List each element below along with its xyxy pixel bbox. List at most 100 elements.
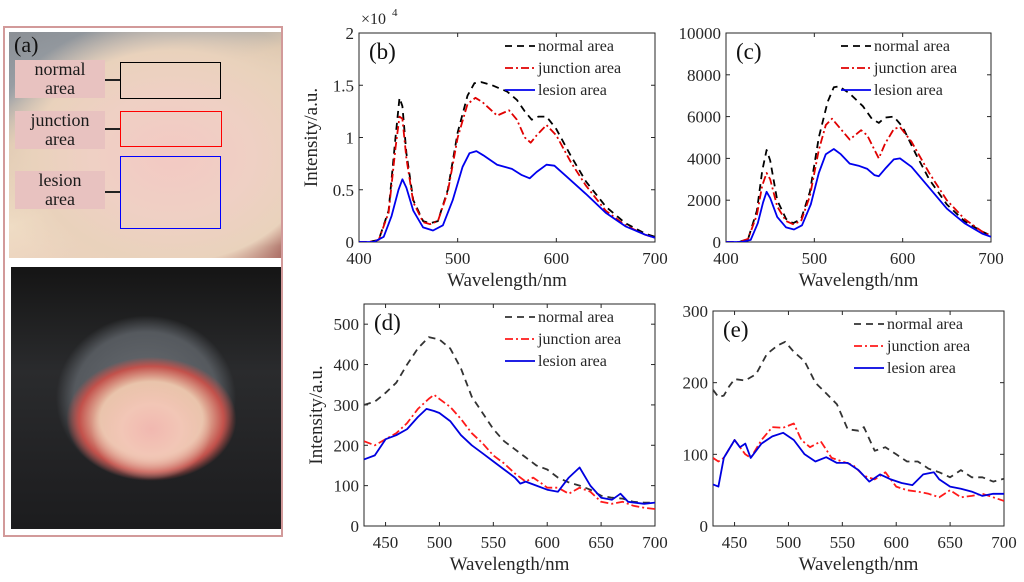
- plot-frame: [725, 32, 992, 243]
- plot-frame: [363, 303, 656, 527]
- roi-junction-box: [120, 111, 222, 147]
- label-lesion-line1: lesion: [38, 170, 82, 190]
- y-tick-label: 0: [351, 517, 360, 536]
- y-multiplier-exponent: 4: [392, 7, 398, 19]
- series-line-lesion-area: [364, 407, 655, 505]
- label-normal-line2: area: [45, 78, 75, 98]
- chart-c: 400 500 600 700 0 2000 4000 6000 8000 10000 Wavele…: [679, 24, 1004, 291]
- legend-label: junction area: [537, 60, 621, 77]
- y-tick-label: 400: [334, 356, 360, 375]
- y-tick-label: 10000: [679, 24, 722, 43]
- series-line-junction-area: [726, 117, 991, 242]
- roi-normal-box: [120, 62, 221, 99]
- series-line-normal-area: [713, 340, 1004, 483]
- x-tick-label: 500: [445, 249, 471, 268]
- y-tick-label: 1.5: [333, 76, 354, 95]
- x-axis-label: Wavelength/nm: [799, 270, 919, 291]
- label-normal-line1: normal: [34, 59, 86, 79]
- legend-label: junction area: [873, 60, 957, 77]
- panel-tag-d: (d): [374, 310, 401, 335]
- legend-label: junction area: [537, 331, 621, 348]
- series-line-lesion-area: [713, 431, 1004, 497]
- panel-tag-c: (c): [736, 39, 762, 64]
- leader-lesion: [105, 191, 120, 193]
- roi-lesion-box: [120, 156, 221, 229]
- y-axis-label: Intensity/a.u.: [301, 88, 322, 187]
- label-junction-area: junction area: [15, 111, 105, 149]
- x-tick-label: 600: [544, 249, 570, 268]
- x-tick-label: 500: [427, 533, 453, 552]
- x-tick-label: 400: [346, 249, 372, 268]
- y-tick-label: 6000: [687, 108, 721, 127]
- tissue-photo-in-tray: [11, 267, 281, 529]
- x-tick-label: 400: [713, 249, 739, 268]
- leader-junction: [105, 128, 120, 130]
- legend-label: normal area: [538, 309, 614, 326]
- y-tick-label: 100: [334, 477, 360, 496]
- y-multiplier: ×10: [361, 11, 386, 28]
- panel-tag-b: (b): [369, 39, 396, 64]
- y-tick-label: 1: [346, 129, 355, 148]
- legend-label: lesion area: [874, 82, 943, 99]
- y-tick-label: 200: [683, 374, 709, 393]
- x-tick-label: 550: [830, 533, 856, 552]
- x-tick-label: 650: [937, 533, 963, 552]
- series-line-lesion-area: [726, 148, 991, 242]
- x-tick-label: 500: [776, 533, 802, 552]
- legend-label: lesion area: [887, 360, 956, 377]
- label-lesion-area: lesion area: [15, 171, 105, 209]
- series-line-normal-area: [359, 81, 655, 242]
- label-junction-line1: junction: [30, 110, 90, 130]
- y-tick-label: 0.5: [333, 181, 354, 200]
- x-tick-label: 500: [802, 249, 828, 268]
- x-tick-label: 600: [534, 533, 560, 552]
- y-tick-label: 0: [700, 517, 709, 536]
- y-tick-label: 200: [334, 436, 360, 455]
- y-tick-label: 0: [346, 233, 355, 252]
- x-axis-label: Wavelength/nm: [799, 554, 919, 575]
- label-junction-line2: area: [45, 129, 75, 149]
- x-tick-label: 650: [588, 533, 614, 552]
- chart-e: 450 500 550 600 650 700 0 100 200 300 Wavelength/n…: [683, 302, 1017, 575]
- series-line-normal-area: [726, 85, 991, 242]
- x-tick-label: 450: [373, 533, 399, 552]
- y-tick-label: 100: [683, 445, 709, 464]
- y-tick-label: 8000: [687, 66, 721, 85]
- panel-tag-e: (e): [723, 317, 749, 342]
- x-tick-label: 600: [890, 249, 916, 268]
- x-tick-label: 700: [978, 249, 1004, 268]
- series-line-normal-area: [364, 336, 655, 504]
- leader-normal: [105, 79, 120, 81]
- x-tick-label: 700: [991, 533, 1017, 552]
- x-tick-label: 450: [722, 533, 748, 552]
- y-tick-label: 2: [346, 24, 355, 43]
- x-tick-label: 550: [481, 533, 507, 552]
- y-axis-label: Intensity/a.u.: [306, 365, 327, 464]
- y-tick-label: 300: [683, 302, 709, 321]
- x-tick-label: 600: [883, 533, 909, 552]
- y-tick-label: 0: [713, 233, 722, 252]
- legend-label: lesion area: [538, 353, 607, 370]
- legend-label: lesion area: [538, 82, 607, 99]
- label-lesion-line2: area: [45, 189, 75, 209]
- x-axis-label: Wavelength/nm: [450, 554, 570, 575]
- label-normal-area: normal area: [15, 60, 105, 98]
- chart-d: 450 500 550 600 650 700 0 100 200 300 400 500 Wavele…: [306, 303, 668, 575]
- y-tick-label: 4000: [687, 149, 721, 168]
- x-tick-label: 700: [642, 533, 668, 552]
- series-line-junction-area: [359, 96, 655, 242]
- y-tick-label: 2000: [687, 191, 721, 210]
- plot-frame: [712, 310, 1005, 527]
- x-tick-label: 700: [642, 249, 668, 268]
- x-axis-label: Wavelength/nm: [447, 270, 567, 291]
- panel-a-frame: [3, 26, 283, 537]
- legend-label: normal area: [887, 316, 963, 333]
- panel-a-tag: (a): [14, 32, 39, 57]
- legend-label: normal area: [874, 38, 950, 55]
- series-line-lesion-area: [359, 150, 655, 242]
- y-tick-label: 300: [334, 396, 360, 415]
- y-tick-label: 500: [334, 315, 360, 334]
- legend-label: junction area: [886, 338, 970, 355]
- chart-b: 400 500 600 700 0 0.5 1 1.5 2 Wavelength/nm Intens…: [301, 7, 668, 291]
